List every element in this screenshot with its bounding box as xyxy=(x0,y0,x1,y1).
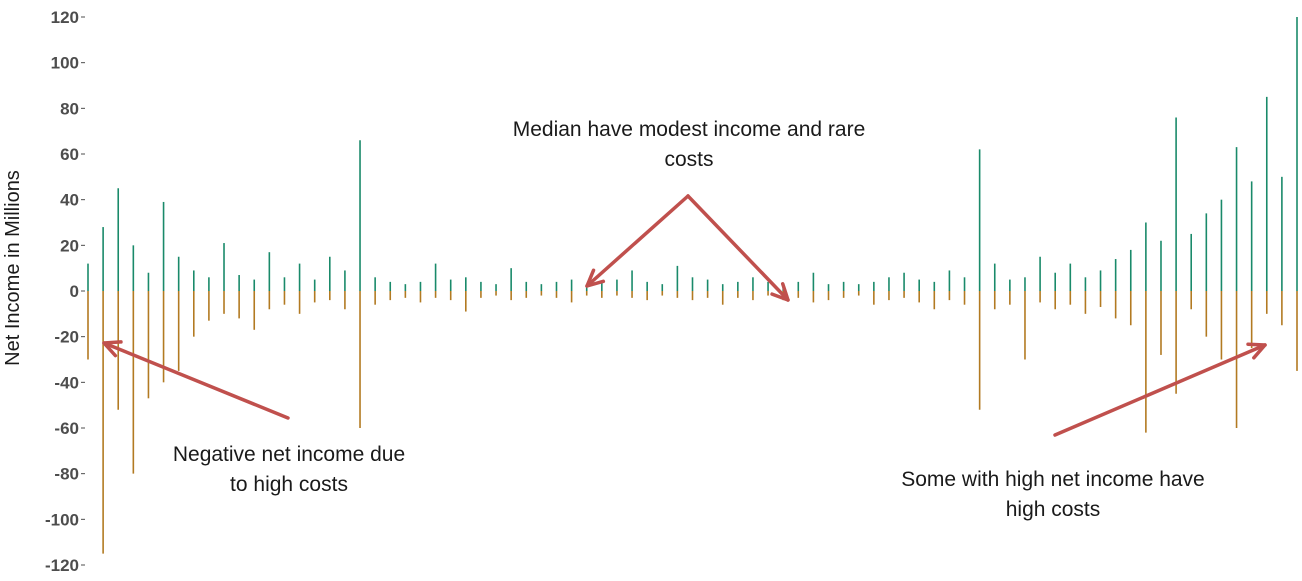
y-tick-label: 40 xyxy=(60,191,79,210)
y-tick-label: 80 xyxy=(60,99,79,118)
y-tick-label: -40 xyxy=(54,373,79,392)
annotation-text: Median have modest income and rare costs xyxy=(513,118,866,171)
y-tick-label: -20 xyxy=(54,328,79,347)
y-tick-label: 20 xyxy=(60,236,79,255)
annotations-layer: Median have modest income and rare costs N… xyxy=(173,118,1205,521)
y-tick-label: 0 xyxy=(70,282,79,301)
annotation-arrow xyxy=(686,194,790,302)
y-tick-label: -120 xyxy=(45,556,79,575)
annotation-arrow xyxy=(102,340,290,420)
y-tick-label: 120 xyxy=(51,8,79,27)
y-tick-label: 60 xyxy=(60,145,79,164)
bars-layer xyxy=(87,17,1298,554)
y-axis: 120 100 80 60 40 20 0 -20 -40 -60 -80 -100 -120 xyxy=(45,8,85,575)
y-tick-label: -100 xyxy=(45,510,79,529)
y-tick-label: -80 xyxy=(54,465,79,484)
annotation-text: Some with high net income have high costs xyxy=(901,468,1205,521)
annotation-arrow xyxy=(585,194,690,288)
y-tick-label: 100 xyxy=(51,54,79,73)
annotation-arrow xyxy=(1053,342,1267,437)
annotation-text: Negative net income due to high costs xyxy=(173,443,405,496)
arrows-layer xyxy=(102,194,1267,437)
y-axis-title: Net Income in Millions xyxy=(2,170,24,366)
y-tick-label: -60 xyxy=(54,419,79,438)
